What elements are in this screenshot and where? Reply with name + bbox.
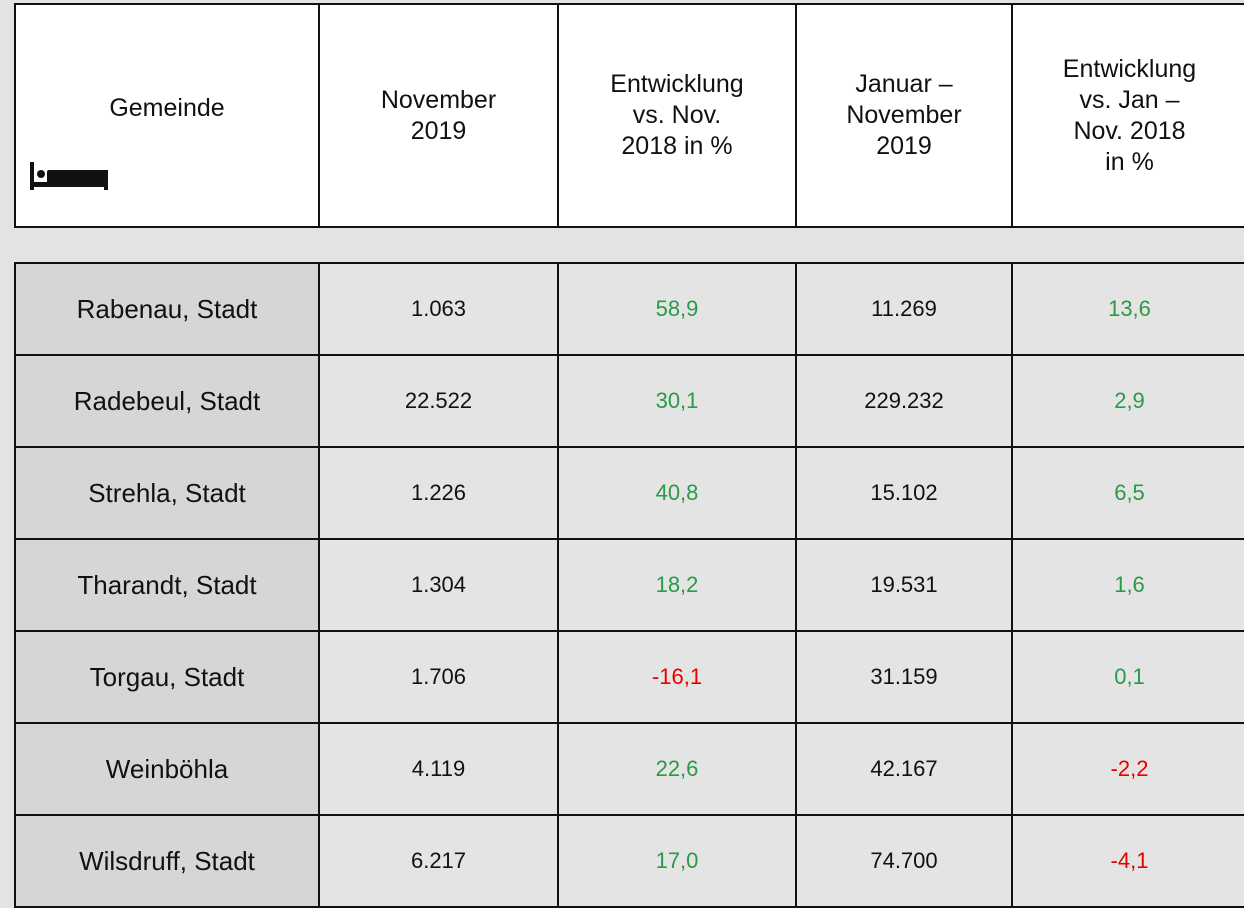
row-label: Tharandt, Stadt: [14, 538, 320, 632]
header-text: vs. Nov.: [632, 101, 722, 129]
row-label: Torgau, Stadt: [14, 630, 320, 724]
value-cell: 15.102: [795, 446, 1013, 540]
value-cell: -2,2: [1011, 722, 1244, 816]
value-cell: 13,6: [1011, 262, 1244, 356]
value-cell: 1.226: [318, 446, 559, 540]
value-cell: 58,9: [557, 262, 797, 356]
value-cell: 6,5: [1011, 446, 1244, 540]
value-cell: 19.531: [795, 538, 1013, 632]
value-cell: 22.522: [318, 354, 559, 448]
header-text: Entwicklung: [1062, 54, 1197, 83]
value-cell: 6.217: [318, 814, 559, 908]
header-text: 2019: [876, 132, 932, 160]
value-cell: 30,1: [557, 354, 797, 448]
value-cell: 40,8: [557, 446, 797, 540]
value-cell: 74.700: [795, 814, 1013, 908]
header-text: Entwicklung: [610, 70, 744, 98]
page: Gemeinde November 2019 Entwicklung vs. Nov. 2…: [14, 3, 1244, 908]
value-cell: 2,9: [1011, 354, 1244, 448]
value-cell: 31.159: [795, 630, 1013, 724]
header-text: 2019: [410, 116, 467, 145]
value-cell: 22,6: [557, 722, 797, 816]
value-cell: 0,1: [1011, 630, 1244, 724]
value-cell: 17,0: [557, 814, 797, 908]
value-cell: -4,1: [1011, 814, 1244, 908]
header-text: Gemeinde: [109, 94, 225, 122]
header-text: vs. Jan –: [1079, 85, 1180, 114]
header-text: November: [380, 85, 497, 114]
row-label: Strehla, Stadt: [14, 446, 320, 540]
value-cell: 4.119: [318, 722, 559, 816]
header-cell: November 2019: [318, 3, 559, 228]
header-cell: Januar – November 2019: [795, 3, 1013, 228]
header-text: Januar –: [855, 70, 953, 98]
header-text: November: [846, 101, 962, 129]
row-label: Weinböhla: [14, 722, 320, 816]
value-cell: 229.232: [795, 354, 1013, 448]
header-text: 2018 in %: [621, 132, 733, 160]
header-text: Nov. 2018: [1073, 116, 1186, 145]
row-label: Radebeul, Stadt: [14, 354, 320, 448]
header-cell: Entwicklung vs. Nov. 2018 in %: [557, 3, 797, 228]
value-cell: -16,1: [557, 630, 797, 724]
header-text: in %: [1105, 147, 1154, 176]
value-cell: 1.304: [318, 538, 559, 632]
bed-icon: [30, 162, 108, 190]
header-cell: Gemeinde: [14, 3, 320, 228]
value-cell: 42.167: [795, 722, 1013, 816]
value-cell: 1,6: [1011, 538, 1244, 632]
row-label: Wilsdruff, Stadt: [14, 814, 320, 908]
header-cell: Entwicklung vs. Jan – Nov. 2018 in %: [1011, 3, 1244, 228]
row-label: Rabenau, Stadt: [14, 262, 320, 356]
value-cell: 11.269: [795, 262, 1013, 356]
value-cell: 18,2: [557, 538, 797, 632]
value-cell: 1.063: [318, 262, 559, 356]
value-cell: 1.706: [318, 630, 559, 724]
